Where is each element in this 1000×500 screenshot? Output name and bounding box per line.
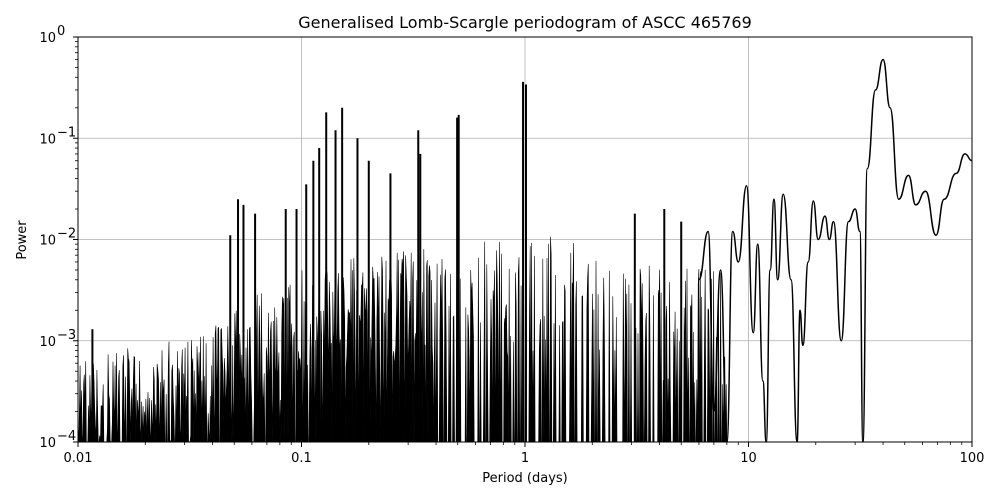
svg-text:0.1: 0.1 — [291, 451, 312, 466]
svg-text:−3: −3 — [57, 328, 76, 343]
svg-text:10: 10 — [740, 451, 757, 466]
svg-text:−2: −2 — [57, 227, 76, 242]
periodogram-curve — [698, 58, 972, 442]
spike-peaks — [91, 81, 683, 442]
svg-text:1: 1 — [521, 451, 529, 466]
chart-title: Generalised Lomb-Scargle periodogram of … — [298, 13, 752, 32]
x-axis-label: Period (days) — [482, 471, 568, 486]
svg-text:0: 0 — [57, 24, 65, 39]
svg-text:10: 10 — [39, 335, 56, 350]
svg-text:100: 100 — [960, 451, 985, 466]
svg-text:0.01: 0.01 — [64, 451, 93, 466]
noise-region — [78, 236, 728, 442]
svg-text:10: 10 — [39, 132, 56, 147]
svg-text:10: 10 — [39, 31, 56, 46]
svg-text:−1: −1 — [57, 125, 76, 140]
y-axis-label: Power — [15, 220, 30, 260]
svg-text:10: 10 — [39, 234, 56, 249]
svg-text:10: 10 — [39, 436, 56, 451]
svg-text:−4: −4 — [57, 429, 76, 444]
x-axis-ticks: 0.01 0.1 1 10 100 — [64, 442, 985, 466]
